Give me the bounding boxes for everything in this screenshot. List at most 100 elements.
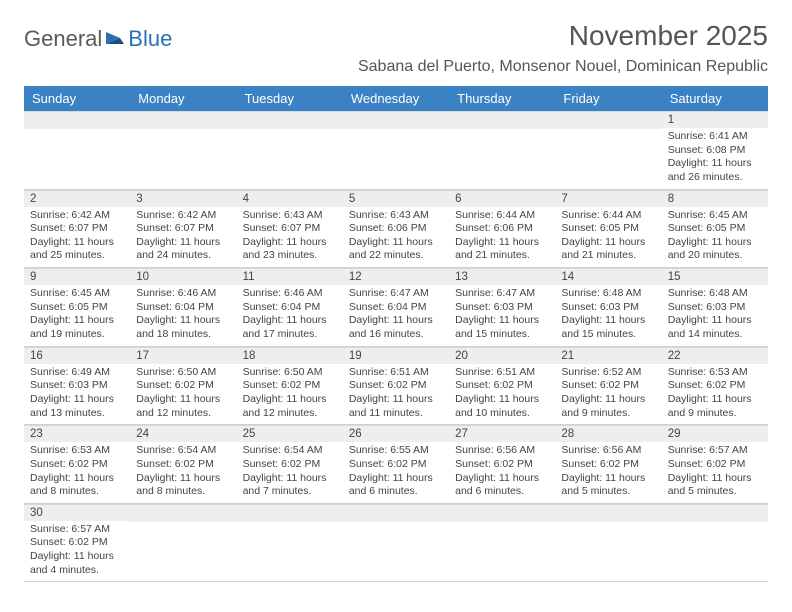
day-number: 7 — [555, 190, 661, 207]
cell-line: Daylight: 11 hours and 24 minutes. — [136, 236, 230, 263]
cell-line: Sunset: 6:02 PM — [30, 536, 124, 550]
cell-line: Daylight: 11 hours and 9 minutes. — [561, 393, 655, 420]
cell-line: Sunset: 6:04 PM — [349, 301, 443, 315]
day-number: 23 — [24, 425, 130, 442]
day-number — [343, 504, 449, 522]
day-number: 3 — [130, 190, 236, 207]
calendar-cell: 26Sunrise: 6:55 AMSunset: 6:02 PMDayligh… — [343, 425, 449, 503]
cell-line: Sunset: 6:05 PM — [30, 301, 124, 315]
calendar-cell: 5Sunrise: 6:43 AMSunset: 6:06 PMDaylight… — [343, 190, 449, 268]
day-number: 30 — [24, 504, 130, 521]
cell-line: Daylight: 11 hours and 22 minutes. — [349, 236, 443, 263]
cell-line: Daylight: 11 hours and 9 minutes. — [668, 393, 762, 420]
day-number — [130, 504, 236, 522]
day-number: 13 — [449, 268, 555, 285]
cell-body: Sunrise: 6:45 AMSunset: 6:05 PMDaylight:… — [24, 285, 130, 346]
cell-body: Sunrise: 6:56 AMSunset: 6:02 PMDaylight:… — [555, 442, 661, 503]
cell-line: Sunrise: 6:57 AM — [668, 444, 762, 458]
day-number — [662, 504, 768, 522]
logo-text-blue: Blue — [128, 26, 172, 52]
cell-line: Daylight: 11 hours and 17 minutes. — [243, 314, 337, 341]
cell-line: Sunrise: 6:48 AM — [561, 287, 655, 301]
cell-line: Sunrise: 6:41 AM — [668, 130, 762, 144]
cell-line: Sunrise: 6:45 AM — [30, 287, 124, 301]
cell-line: Sunset: 6:07 PM — [30, 222, 124, 236]
day-header-tuesday: Tuesday — [237, 86, 343, 111]
calendar-cell — [662, 504, 768, 582]
calendar-cell — [343, 111, 449, 189]
cell-line: Sunset: 6:02 PM — [455, 458, 549, 472]
logo: General Blue — [24, 26, 172, 52]
day-header-row: Sunday Monday Tuesday Wednesday Thursday… — [24, 86, 768, 111]
cell-body: Sunrise: 6:44 AMSunset: 6:05 PMDaylight:… — [555, 207, 661, 268]
cell-body: Sunrise: 6:45 AMSunset: 6:05 PMDaylight:… — [662, 207, 768, 268]
calendar-cell — [130, 111, 236, 189]
cell-line: Sunrise: 6:51 AM — [455, 366, 549, 380]
day-number: 20 — [449, 347, 555, 364]
day-number: 6 — [449, 190, 555, 207]
cell-line: Sunrise: 6:52 AM — [561, 366, 655, 380]
month-title: November 2025 — [358, 20, 768, 52]
calendar-cell: 13Sunrise: 6:47 AMSunset: 6:03 PMDayligh… — [449, 268, 555, 346]
header: General Blue November 2025 Sabana del Pu… — [24, 20, 768, 76]
cell-line: Sunset: 6:07 PM — [243, 222, 337, 236]
cell-body: Sunrise: 6:42 AMSunset: 6:07 PMDaylight:… — [24, 207, 130, 268]
cell-body: Sunrise: 6:46 AMSunset: 6:04 PMDaylight:… — [237, 285, 343, 346]
calendar-cell — [237, 504, 343, 582]
cell-body: Sunrise: 6:57 AMSunset: 6:02 PMDaylight:… — [24, 521, 130, 582]
cell-line: Sunset: 6:02 PM — [243, 379, 337, 393]
cell-line: Sunrise: 6:54 AM — [243, 444, 337, 458]
calendar-cell — [555, 504, 661, 582]
day-header-thursday: Thursday — [449, 86, 555, 111]
week-row: 23Sunrise: 6:53 AMSunset: 6:02 PMDayligh… — [24, 425, 768, 504]
day-number — [555, 504, 661, 522]
day-number: 27 — [449, 425, 555, 442]
calendar-cell: 7Sunrise: 6:44 AMSunset: 6:05 PMDaylight… — [555, 190, 661, 268]
cell-line: Sunset: 6:03 PM — [30, 379, 124, 393]
cell-line: Sunrise: 6:47 AM — [349, 287, 443, 301]
logo-text-general: General — [24, 26, 102, 52]
day-number — [237, 111, 343, 129]
calendar-cell: 6Sunrise: 6:44 AMSunset: 6:06 PMDaylight… — [449, 190, 555, 268]
calendar-cell — [555, 111, 661, 189]
cell-line: Sunrise: 6:57 AM — [30, 523, 124, 537]
day-number: 24 — [130, 425, 236, 442]
flag-icon — [106, 26, 126, 52]
calendar-cell: 18Sunrise: 6:50 AMSunset: 6:02 PMDayligh… — [237, 347, 343, 425]
cell-line: Sunset: 6:05 PM — [668, 222, 762, 236]
cell-line: Sunset: 6:08 PM — [668, 144, 762, 158]
cell-line: Sunset: 6:02 PM — [668, 379, 762, 393]
day-number: 16 — [24, 347, 130, 364]
cell-body: Sunrise: 6:56 AMSunset: 6:02 PMDaylight:… — [449, 442, 555, 503]
calendar-cell: 20Sunrise: 6:51 AMSunset: 6:02 PMDayligh… — [449, 347, 555, 425]
calendar-cell — [449, 111, 555, 189]
cell-line: Sunrise: 6:56 AM — [561, 444, 655, 458]
cell-line: Daylight: 11 hours and 8 minutes. — [136, 472, 230, 499]
cell-line: Daylight: 11 hours and 6 minutes. — [455, 472, 549, 499]
calendar-cell — [24, 111, 130, 189]
cell-body: Sunrise: 6:48 AMSunset: 6:03 PMDaylight:… — [662, 285, 768, 346]
cell-line: Sunrise: 6:53 AM — [30, 444, 124, 458]
cell-body: Sunrise: 6:43 AMSunset: 6:07 PMDaylight:… — [237, 207, 343, 268]
cell-line: Daylight: 11 hours and 21 minutes. — [455, 236, 549, 263]
cell-line: Sunrise: 6:50 AM — [243, 366, 337, 380]
cell-line: Sunrise: 6:44 AM — [455, 209, 549, 223]
cell-line: Daylight: 11 hours and 8 minutes. — [30, 472, 124, 499]
cell-line: Sunset: 6:02 PM — [455, 379, 549, 393]
cell-body: Sunrise: 6:43 AMSunset: 6:06 PMDaylight:… — [343, 207, 449, 268]
cell-line: Daylight: 11 hours and 18 minutes. — [136, 314, 230, 341]
cell-body: Sunrise: 6:54 AMSunset: 6:02 PMDaylight:… — [237, 442, 343, 503]
day-number: 26 — [343, 425, 449, 442]
title-block: November 2025 Sabana del Puerto, Monseno… — [358, 20, 768, 76]
cell-line: Sunrise: 6:42 AM — [30, 209, 124, 223]
week-row: 1Sunrise: 6:41 AMSunset: 6:08 PMDaylight… — [24, 111, 768, 190]
calendar-cell: 11Sunrise: 6:46 AMSunset: 6:04 PMDayligh… — [237, 268, 343, 346]
day-number: 15 — [662, 268, 768, 285]
day-number: 22 — [662, 347, 768, 364]
cell-line: Sunset: 6:05 PM — [561, 222, 655, 236]
day-number: 4 — [237, 190, 343, 207]
cell-line: Sunrise: 6:53 AM — [668, 366, 762, 380]
day-header-saturday: Saturday — [662, 86, 768, 111]
cell-line: Daylight: 11 hours and 15 minutes. — [561, 314, 655, 341]
cell-body: Sunrise: 6:52 AMSunset: 6:02 PMDaylight:… — [555, 364, 661, 425]
